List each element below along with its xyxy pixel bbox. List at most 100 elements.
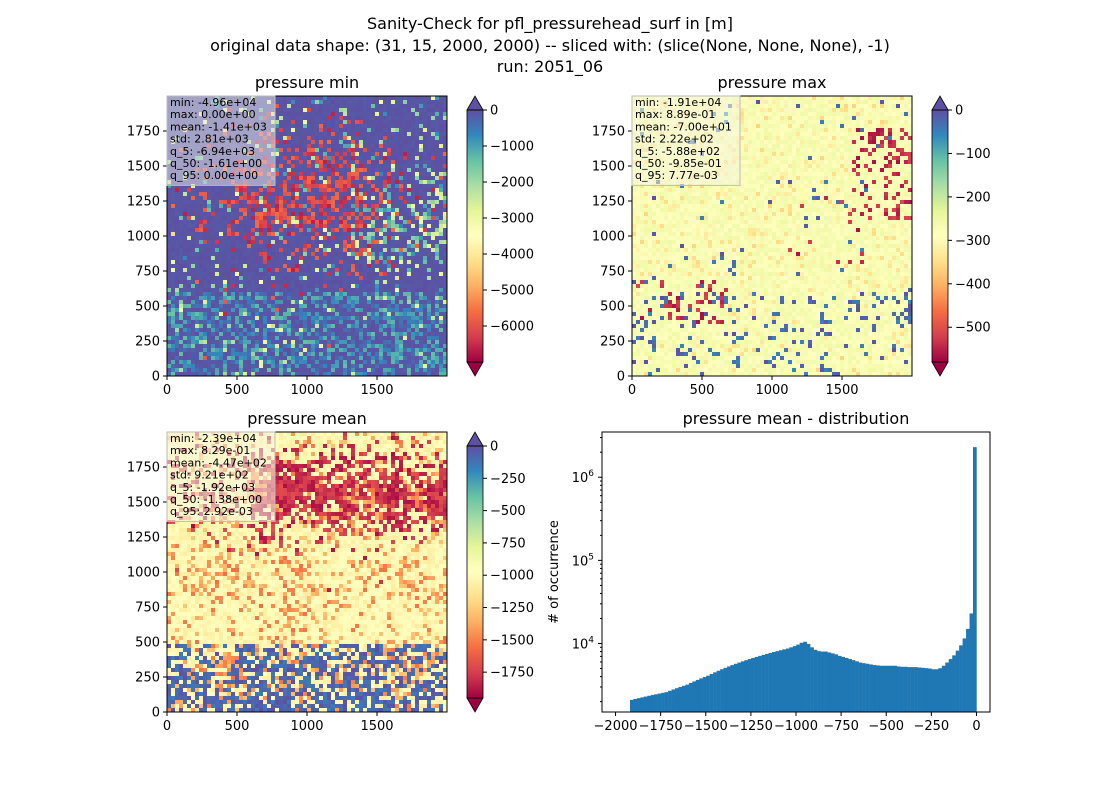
heatmap-cell	[443, 148, 448, 153]
heatmap-cell	[311, 272, 316, 277]
heatmap-cell	[335, 364, 340, 369]
heatmap-cell	[179, 320, 184, 325]
heatmap-cell	[287, 168, 292, 173]
heatmap-cell	[391, 296, 396, 301]
heatmap-cell	[295, 104, 300, 109]
heatmap-cell	[423, 132, 428, 137]
heatmap-cell	[183, 360, 188, 365]
heatmap-cell	[375, 336, 380, 341]
heatmap-cell	[275, 264, 280, 269]
heatmap-cell	[307, 108, 312, 113]
heatmap-cell	[307, 128, 312, 133]
heatmap-cell	[291, 164, 296, 169]
heatmap-cell	[371, 372, 376, 377]
heatmap-cell	[263, 332, 268, 337]
heatmap-cell	[335, 280, 340, 285]
heatmap-cell	[243, 216, 248, 221]
heatmap-cell	[403, 128, 408, 133]
heatmap-cell	[411, 276, 416, 281]
heatmap-cell	[307, 284, 312, 289]
heatmap-cell	[219, 208, 224, 213]
heatmap-cell	[195, 228, 200, 233]
heatmap-cell	[243, 188, 248, 193]
heatmap-cell	[371, 320, 376, 325]
heatmap-cell	[343, 256, 348, 261]
heatmap-cell	[327, 260, 332, 265]
heatmap-cell	[339, 220, 344, 225]
heatmap-cell	[427, 344, 432, 349]
heatmap-cell	[351, 296, 356, 301]
heatmap-cell	[243, 308, 248, 313]
heatmap-cell	[263, 188, 268, 193]
heatmap-cell	[307, 268, 312, 273]
y-tick-label: 250	[135, 335, 160, 350]
heatmap-cell	[311, 244, 316, 249]
heatmap-cell	[383, 128, 388, 133]
heatmap-cell	[219, 312, 224, 317]
heatmap-cell	[195, 244, 200, 249]
heatmap-cell	[183, 280, 188, 285]
heatmap-cell	[187, 204, 192, 209]
heatmap-cell	[343, 240, 348, 245]
heatmap-cell	[235, 304, 240, 309]
heatmap-cell	[231, 232, 236, 237]
heatmap-cell	[375, 340, 380, 345]
heatmap-cell	[323, 216, 328, 221]
heatmap-cell	[367, 212, 372, 217]
heatmap-cell	[199, 332, 204, 337]
heatmap-cell	[379, 244, 384, 249]
heatmap-cell	[431, 124, 436, 129]
heatmap-cell	[263, 240, 268, 245]
heatmap-cell	[339, 248, 344, 253]
heatmap-cell	[355, 140, 360, 145]
heatmap-cell	[347, 164, 352, 169]
heatmap-cell	[339, 140, 344, 145]
heatmap-cell	[443, 364, 448, 369]
heatmap-cell	[179, 256, 184, 261]
heatmap-cell	[243, 260, 248, 265]
heatmap-cell	[311, 256, 316, 261]
heatmap-cell	[435, 228, 440, 233]
heatmap-cell	[375, 128, 380, 133]
heatmap-cell	[247, 372, 252, 377]
heatmap-cell	[331, 140, 336, 145]
heatmap-cell	[243, 288, 248, 293]
heatmap-cell	[167, 208, 172, 213]
heatmap-cell	[443, 104, 448, 109]
heatmap-cell	[439, 344, 444, 349]
heatmap-cell	[231, 200, 236, 205]
heatmap-cell	[195, 236, 200, 241]
heatmap-cell	[339, 252, 344, 257]
heatmap-cell	[239, 208, 244, 213]
heatmap-cell	[371, 356, 376, 361]
heatmap-cell	[315, 356, 320, 361]
heatmap-cell	[283, 244, 288, 249]
heatmap-cell	[275, 228, 280, 233]
heatmap-cell	[299, 156, 304, 161]
heatmap-cell	[287, 348, 292, 353]
heatmap-cell	[423, 348, 428, 353]
heatmap-cell	[427, 316, 432, 321]
heatmap-cell	[331, 224, 336, 229]
heatmap-cell	[431, 276, 436, 281]
heatmap-cell	[195, 308, 200, 313]
heatmap-cell	[299, 184, 304, 189]
heatmap-cell	[427, 156, 432, 161]
heatmap-cell	[359, 272, 364, 277]
heatmap-cell	[263, 252, 268, 257]
heatmap-cell	[383, 236, 388, 241]
heatmap-cell	[443, 280, 448, 285]
heatmap-cell	[267, 300, 272, 305]
heatmap-cell	[235, 244, 240, 249]
heatmap-cell	[179, 248, 184, 253]
heatmap-cell	[375, 184, 380, 189]
heatmap-cell	[267, 336, 272, 341]
heatmap-cell	[323, 344, 328, 349]
heatmap-cell	[407, 176, 412, 181]
heatmap-cell	[191, 276, 196, 281]
heatmap-cell	[359, 276, 364, 281]
heatmap-cell	[391, 168, 396, 173]
heatmap-cell	[255, 184, 260, 189]
heatmap-cell	[295, 108, 300, 113]
heatmap-cell	[291, 148, 296, 153]
